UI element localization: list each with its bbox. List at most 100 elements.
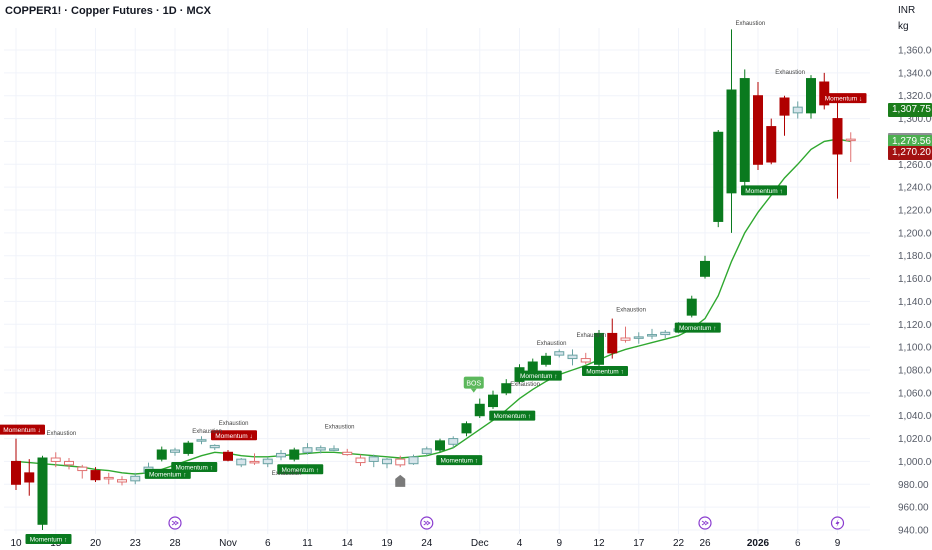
candle-body: [315, 447, 326, 451]
x-tick-label: 26: [699, 538, 711, 549]
x-tick-label: 24: [421, 538, 433, 549]
bos-pointer: [470, 388, 477, 393]
bos-label: BOS: [466, 381, 481, 388]
y-tick-label: 1,260.00: [898, 160, 932, 171]
momentum-signal-label: Momentum ↓: [215, 433, 253, 440]
candle-body: [541, 355, 551, 365]
candle-body: [368, 456, 379, 462]
y-tick-label: 1,360.00: [898, 46, 932, 57]
momentum-signal-label: Momentum ↑: [149, 471, 187, 478]
x-tick-label: 17: [633, 538, 645, 549]
y-tick-label: 1,160.00: [898, 274, 932, 285]
y-tick-label: 1,180.00: [898, 251, 932, 262]
price-badge: 1,307.75: [888, 102, 932, 117]
candle-body: [686, 298, 697, 316]
momentum-signal-label: Momentum ↑: [493, 413, 531, 420]
ema-line: [15, 138, 851, 475]
y-tick-label: 960.00: [898, 503, 929, 514]
forward-glyph: [423, 520, 431, 526]
candle-body: [223, 451, 233, 461]
x-tick-label: 9: [556, 538, 562, 549]
candle-body: [448, 438, 459, 445]
y-tick-label: 1,080.00: [898, 366, 932, 377]
momentum-signal-label: Momentum ↑: [440, 458, 478, 465]
x-tick-label: Dec: [471, 538, 489, 549]
candle-body: [276, 452, 286, 458]
candle-body: [832, 118, 843, 155]
unit-label: kg: [898, 21, 909, 32]
exhaustion-label: Exhaustion: [775, 70, 805, 76]
momentum-signal-label: Momentum ↑: [679, 325, 717, 332]
candle-body: [262, 458, 273, 465]
candle-body: [249, 460, 260, 464]
y-tick-label: 940.00: [898, 526, 929, 537]
price-badge: 1,279.56: [888, 134, 932, 149]
y-tick-label: 1,300.00: [898, 114, 932, 125]
x-tick-label: 2026: [747, 538, 770, 549]
momentum-signal: [820, 93, 867, 104]
candle-body: [461, 423, 472, 434]
exhaustion-label: Exhaustion: [219, 421, 249, 427]
candle-body: [554, 351, 565, 356]
momentum-signal: [25, 534, 72, 544]
y-tick-label: 1,320.00: [898, 91, 932, 102]
candle-body: [37, 457, 48, 525]
y-tick-label: 1,000.00: [898, 457, 932, 468]
y-tick-label: 1,200.00: [898, 228, 932, 239]
y-tick-label: 1,020.00: [898, 434, 932, 445]
currency-label: INR: [898, 5, 916, 16]
candle-body: [594, 332, 604, 365]
candle-body: [342, 451, 353, 456]
candle-body: [488, 394, 498, 408]
exhaustion-label: Exhaustion: [192, 429, 222, 435]
lightning-glyph: [835, 519, 840, 527]
candle-body: [156, 449, 167, 460]
candle-body: [806, 78, 816, 114]
candle-body: [103, 476, 114, 480]
candle-body: [90, 470, 101, 481]
candle-body: [395, 458, 406, 466]
exhaustion-label: Exhaustion: [537, 341, 567, 347]
y-tick-label: 1,240.00: [898, 183, 932, 194]
candle-body: [620, 337, 631, 341]
momentum-signal: [277, 464, 324, 475]
x-tick-label: 4: [517, 538, 523, 549]
candle-body: [660, 331, 671, 336]
x-tick-label: 6: [265, 538, 271, 549]
x-tick-label: 22: [673, 538, 685, 549]
y-tick-label: 1,040.00: [898, 411, 932, 422]
candle-body: [435, 440, 445, 451]
candle-body: [382, 458, 392, 465]
candle-body: [580, 358, 591, 363]
candle-body: [236, 458, 247, 466]
exhaustion-label: Exhaustion: [736, 21, 766, 27]
x-tick-label: Nov: [219, 538, 237, 549]
candle-body: [209, 444, 220, 449]
candle-body: [117, 479, 127, 483]
candle-body: [24, 472, 35, 483]
x-tick-label: 12: [593, 538, 605, 549]
candle-body: [130, 475, 141, 482]
candle-body: [329, 448, 339, 451]
candle-body: [64, 460, 74, 466]
candle-body: [567, 354, 578, 360]
momentum-signal: [211, 430, 257, 441]
momentum-signal: [582, 366, 628, 376]
y-tick-label: 1,340.00: [898, 68, 932, 79]
momentum-signal: [489, 410, 536, 421]
momentum-signal: [515, 370, 562, 381]
forward-glyph: [171, 520, 179, 526]
momentum-signal: [674, 322, 721, 333]
x-tick-label: 28: [169, 538, 181, 549]
momentum-signal: [0, 424, 45, 435]
momentum-signal: [436, 455, 483, 466]
momentum-signal: [171, 462, 218, 472]
candle-body: [739, 78, 750, 182]
forward-glyph: [701, 520, 709, 526]
y-tick-label: 1,220.00: [898, 206, 932, 217]
flag-marker: [395, 474, 406, 487]
momentum-signal-label: Momentum ↑: [281, 467, 319, 474]
exhaustion-label: Exhaustion: [616, 308, 646, 314]
candle-body: [289, 449, 300, 460]
